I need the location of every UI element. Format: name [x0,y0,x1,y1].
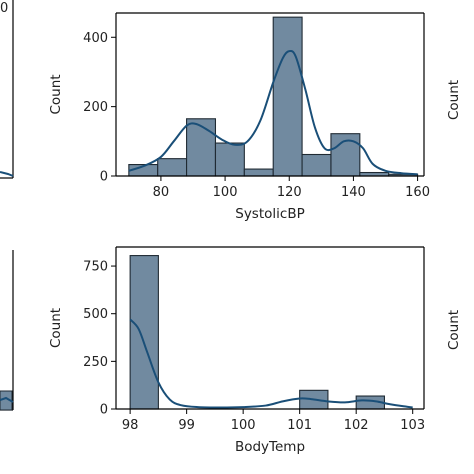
systolicbp-ytick-label: 200 [83,100,108,115]
bodytemp-xtick-label: 102 [344,418,369,433]
systolicbp-xlabel: SystolicBP [235,206,304,222]
left-top-tick-label: 0 [0,1,8,16]
bodytemp-xtick-label: 103 [400,418,425,433]
bodytemp-xticks: 98 99 100 101 102 103 [122,409,425,433]
left-bottom-panel-fragment [0,250,14,411]
systolicbp-yticks: 0 200 400 [83,31,116,185]
systolicbp-xtick-label: 100 [213,185,238,200]
bodytemp-kde-line [129,318,413,409]
right-bottom-ylabel: Count [446,310,462,350]
systolicbp-xtick-label: 80 [153,185,170,200]
left-bottom-kde-fragment [0,396,14,403]
right-top-panel-fragment: Count [446,80,462,120]
bodytemp-bars [129,255,385,410]
systolicbp-histogram: 80 100 120 140 160 0 200 400 SystolicBP Count [48,12,430,222]
bodytemp-histogram: 98 99 100 101 102 103 0 250 500 750 BodyTemp Cou… [48,246,425,455]
systolicbp-bar-5 [272,16,303,177]
bodytemp-ytick-label: 250 [83,355,108,370]
systolicbp-bar-2 [186,118,217,177]
systolicbp-bar-1 [157,158,188,177]
systolicbp-bar-6 [301,153,332,177]
bodytemp-ylabel: Count [48,308,64,348]
systolicbp-ytick-label: 0 [100,170,108,185]
bodytemp-ytick-label: 500 [83,307,108,322]
systolicbp-xtick-label: 120 [277,185,302,200]
bodytemp-xtick-label: 101 [287,418,312,433]
systolicbp-bars [128,16,419,177]
systolicbp-kde-line [128,49,418,176]
bodytemp-xtick-label: 100 [231,418,256,433]
bodytemp-ytick-label: 0 [100,403,108,418]
bodytemp-ytick-label: 750 [83,260,108,275]
systolicbp-bar-3 [214,142,245,177]
systolicbp-bar-4 [243,168,274,177]
right-top-ylabel: Count [446,80,462,120]
systolicbp-ytick-label: 400 [83,31,108,46]
right-bottom-panel-fragment: Count [446,310,462,350]
bodytemp-xlabel: BodyTemp [235,439,305,455]
left-top-kde-fragment [0,171,14,177]
bodytemp-bar-0 [129,255,159,410]
bodytemp-yticks: 0 250 500 750 [83,260,116,418]
bodytemp-xtick-label: 98 [122,418,139,433]
systolicbp-xtick-label: 160 [405,185,430,200]
bodytemp-xtick-label: 99 [178,418,195,433]
systolicbp-xtick-label: 140 [341,185,366,200]
left-top-panel-fragment: 0 [0,0,14,179]
systolicbp-ylabel: Count [48,74,64,114]
systolicbp-xticks: 80 100 120 140 160 [153,176,430,200]
